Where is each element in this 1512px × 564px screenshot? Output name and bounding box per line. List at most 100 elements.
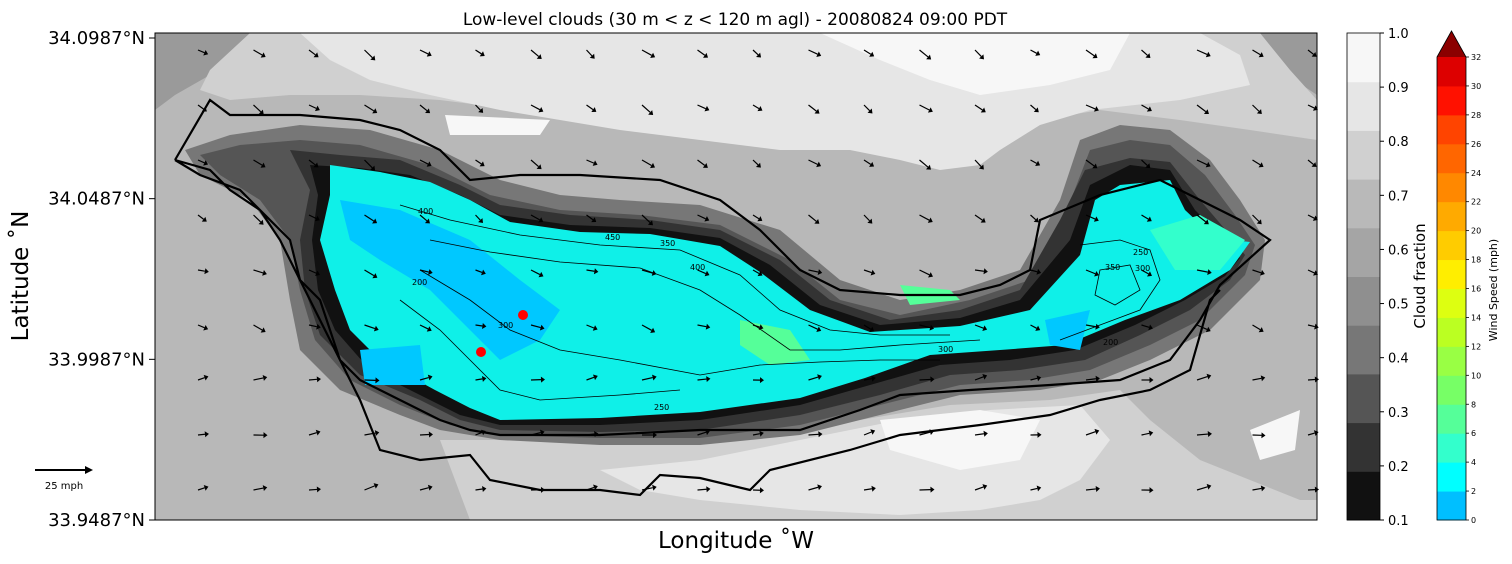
- wind-vector-arrow: [530, 214, 544, 223]
- wind-vector-arrow: [364, 483, 379, 491]
- wind-vector-arrow: [1307, 159, 1317, 167]
- wind-colorbar-tick-label: 16: [1471, 285, 1481, 294]
- wind-vector-arrow: [1196, 49, 1211, 58]
- wind-colorbar-tick-label: 8: [1471, 400, 1476, 409]
- contour-label: 400: [418, 207, 433, 216]
- wind-vector-arrow: [863, 485, 876, 492]
- contour-label: 250: [1133, 248, 1148, 257]
- wind-vector-arrow: [641, 104, 654, 116]
- wind-vector-arrow: [697, 269, 710, 277]
- wind-vector-arrow: [1252, 49, 1264, 58]
- cloud-colorbar-tick-label: 0.5: [1388, 298, 1409, 313]
- wind-vector-arrow: [1030, 375, 1042, 382]
- wind-vector-arrow: [752, 487, 764, 494]
- cloud-colorbar-tick-label: 0.6: [1388, 243, 1409, 258]
- wind-vector-arrow: [308, 104, 320, 112]
- wind-colorbar-segment: [1437, 57, 1466, 87]
- wind-colorbar-tick-label: 18: [1471, 256, 1481, 265]
- wind-vector-arrow: [197, 214, 207, 222]
- wind-vector-arrow: [253, 324, 266, 333]
- wind-vector-arrow: [475, 323, 487, 329]
- wind-vector-arrow: [1252, 432, 1266, 439]
- y-axis-label: Latitude ˚N: [7, 211, 34, 342]
- wind-vector-arrow: [808, 214, 820, 224]
- wind-colorbar-segment: [1437, 143, 1466, 174]
- wind-vector-arrow: [197, 374, 209, 381]
- wind-vector-arrow: [974, 324, 988, 332]
- contour-label: 450: [605, 233, 620, 242]
- contour-label: 200: [1103, 338, 1118, 347]
- wind-colorbar-segment: [1437, 404, 1466, 434]
- wind-vector-arrow: [419, 431, 433, 438]
- wind-vector-arrow: [253, 104, 264, 115]
- wind-vector-arrow: [1141, 214, 1152, 222]
- y-tick-label: 34.0487°N: [48, 189, 145, 210]
- wind-vector-arrow: [1252, 159, 1264, 168]
- wind-vector-arrow: [1141, 159, 1151, 169]
- wind-vector-arrow: [808, 159, 822, 168]
- cloud-colorbar-tick-label: 0.8: [1388, 135, 1409, 150]
- wind-vector-arrow: [253, 214, 264, 225]
- cloud-colorbar-tick-label: 0.1: [1388, 514, 1409, 529]
- wind-speed-mid-patch: [1150, 215, 1245, 270]
- wind-vector-arrow: [530, 486, 545, 493]
- wind-vector-arrow: [1307, 49, 1317, 57]
- wind-colorbar-tick-label: 12: [1471, 342, 1481, 351]
- wind-vector-arrow: [641, 214, 653, 226]
- wind-vector-arrow: [863, 49, 875, 57]
- wind-colorbar-segment: [1437, 201, 1466, 232]
- wind-vector-arrow: [364, 49, 376, 61]
- wind-vector-arrow: [808, 269, 823, 276]
- wind-vector-arrow: [475, 429, 486, 436]
- wind-vector-arrow: [364, 324, 379, 332]
- wind-colorbar-segment: [1437, 317, 1466, 347]
- wind-vector-arrow: [1030, 485, 1042, 492]
- wind-speed-low-patch: [340, 200, 560, 360]
- wind-vector-arrow: [641, 159, 655, 169]
- cloud-colorbar-segment: [1347, 81, 1380, 131]
- wind-vector-arrow: [697, 214, 710, 222]
- wind-speed-low-patch-2: [360, 345, 425, 385]
- wind-vector-arrow: [919, 104, 933, 113]
- site-marker: [518, 310, 528, 320]
- wind-vector-arrow: [697, 376, 711, 383]
- wind-vector-arrow: [197, 431, 209, 438]
- wind-vector-arrow: [308, 486, 321, 493]
- wind-colorbar-segment: [1437, 230, 1466, 261]
- wind-colorbar-segment: [1437, 85, 1466, 116]
- wind-vector-arrow: [808, 484, 822, 491]
- wind-vector-arrow: [586, 49, 595, 59]
- wind-vector-arrow: [586, 214, 597, 223]
- wind-vector-arrow: [697, 49, 709, 58]
- wind-vector-arrow: [752, 159, 761, 168]
- coastline-boundary: [174, 98, 1272, 497]
- wind-vector-arrow: [863, 214, 873, 224]
- wind-vector-arrow: [1141, 269, 1152, 277]
- wind-vector-arrow: [808, 324, 822, 332]
- wind-vector-arrow: [808, 104, 820, 114]
- x-axis-label: Longitude ˚W: [658, 527, 814, 554]
- wind-vector-arrow: [752, 269, 763, 277]
- wind-vector-arrow: [308, 269, 320, 276]
- wind-vector-arrow: [308, 429, 321, 436]
- wind-vector-arrow: [1030, 214, 1039, 223]
- wind-vector-arrow: [1030, 268, 1042, 275]
- wind-vector-arrow: [1141, 104, 1152, 112]
- wind-vector-arrow: [641, 269, 657, 276]
- contour-label: 350: [1105, 263, 1120, 272]
- wind-vector-arrow: [308, 323, 321, 330]
- wind-speed-low-patch-3: [1045, 310, 1090, 350]
- wind-colorbar-segment: [1437, 491, 1466, 521]
- cloud-band-white-top-small: [445, 115, 550, 135]
- wind-colorbar-tick-label: 24: [1471, 169, 1481, 178]
- wind-vector-arrow: [641, 484, 657, 491]
- wind-vector-arrow: [1307, 323, 1319, 330]
- wind-colorbar-tick-label: 14: [1471, 313, 1481, 322]
- wind-vector-arrow: [697, 323, 711, 330]
- wind-vector-arrow: [1252, 324, 1264, 333]
- wind-vector-arrow: [364, 214, 378, 224]
- wind-vector-arrow: [530, 269, 544, 278]
- wind-vector-arrow: [419, 324, 432, 332]
- wind-vector-arrow: [364, 269, 378, 279]
- cloud-band-white-bottom: [880, 410, 1040, 470]
